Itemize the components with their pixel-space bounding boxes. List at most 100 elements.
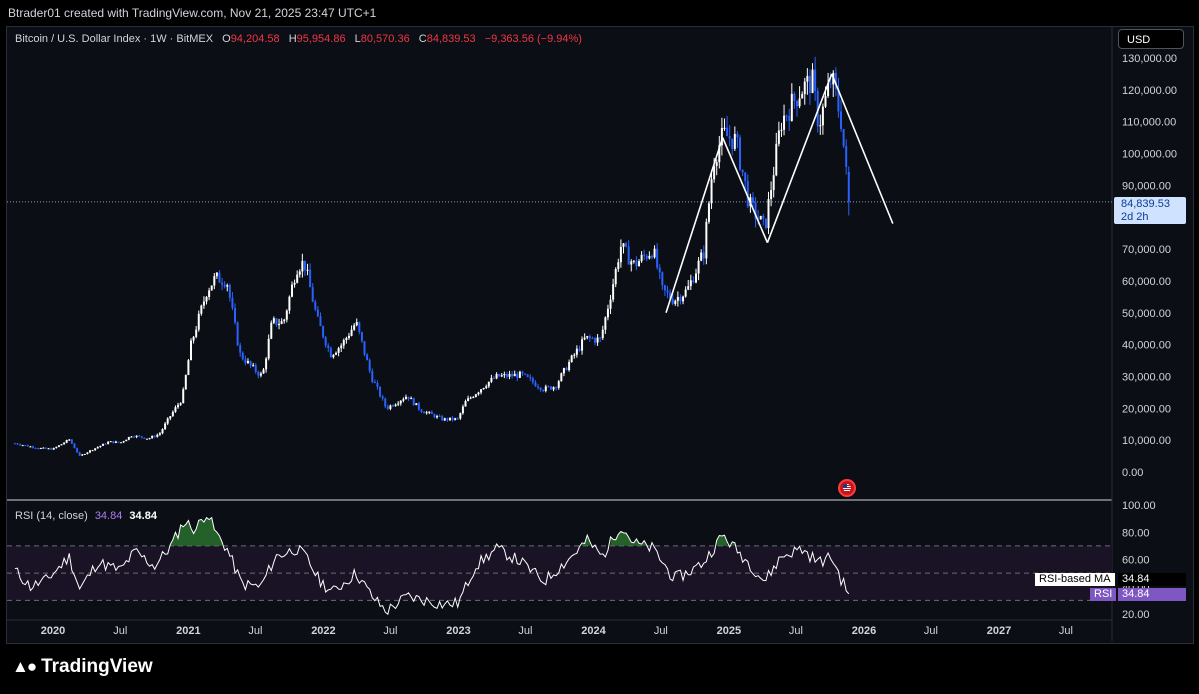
candle-body — [169, 416, 172, 419]
candle-body — [480, 389, 483, 393]
candle-body — [322, 326, 325, 338]
candle-body — [179, 403, 182, 405]
candle-body — [586, 336, 589, 338]
candle-body — [32, 446, 35, 448]
rsi-ma-tag-label: RSI-based MA — [1035, 573, 1115, 586]
candle-body — [145, 438, 148, 440]
candle-body — [790, 93, 793, 121]
candle-body — [650, 255, 653, 258]
candle-body — [446, 418, 449, 421]
candle-body — [114, 441, 117, 443]
candle-body — [674, 300, 677, 304]
candle-body — [770, 190, 773, 200]
candle-body — [661, 272, 664, 286]
candle-body — [448, 417, 451, 421]
candle-body — [759, 216, 762, 220]
price-axis-label: 0.00 — [1122, 467, 1143, 479]
candle-body — [280, 321, 283, 324]
candle-body — [521, 371, 524, 374]
price-axis-label: 90,000.00 — [1122, 180, 1171, 192]
candle-body — [534, 382, 537, 387]
candle-body — [314, 301, 317, 310]
candle-body — [682, 296, 685, 302]
candle-body — [806, 75, 809, 82]
candle-body — [148, 438, 151, 440]
candle-body — [177, 404, 180, 408]
candle-body — [151, 435, 154, 439]
candle-body — [306, 269, 309, 271]
candle-body — [96, 447, 99, 449]
candle-body — [656, 248, 659, 268]
us-flag-event-icon[interactable] — [838, 479, 856, 497]
candle-body — [76, 448, 79, 453]
candle-body — [736, 133, 739, 138]
candle-body — [91, 450, 94, 452]
candle-body — [47, 448, 50, 450]
currency-button[interactable]: USD — [1118, 29, 1184, 49]
candle-body — [689, 280, 692, 287]
candle-body — [549, 386, 552, 390]
candle-body — [373, 381, 376, 383]
price-axis-label: 50,000.00 — [1122, 308, 1171, 320]
candle-body — [780, 129, 783, 131]
candle-body — [513, 373, 516, 377]
candle-body — [801, 94, 804, 99]
candle-body — [182, 389, 185, 404]
candle-body — [112, 441, 115, 443]
candle-body — [630, 261, 633, 265]
candle-body — [70, 439, 73, 444]
candle-body — [751, 197, 754, 203]
candle-body — [138, 435, 141, 437]
candle-body — [539, 387, 542, 391]
candle-body — [410, 398, 413, 400]
time-axis-label: Jul — [789, 625, 803, 637]
candle-body — [156, 434, 159, 437]
candle-body — [197, 313, 200, 330]
candle-body — [347, 335, 350, 338]
candle-body — [327, 345, 330, 349]
candle-body — [60, 444, 63, 446]
candle-body — [275, 318, 278, 326]
candle-body — [622, 243, 625, 247]
candle-body — [767, 199, 770, 229]
candle-body — [578, 348, 581, 351]
price-axis-label: 60,000.00 — [1122, 276, 1171, 288]
candle-body — [288, 296, 291, 311]
candle-body — [337, 348, 340, 353]
candle-body — [728, 136, 731, 139]
candle-body — [205, 296, 208, 302]
candle-body — [397, 403, 400, 405]
candle-body — [200, 305, 203, 314]
time-axis-label: Jul — [924, 625, 938, 637]
candle-body — [821, 106, 824, 126]
candle-body — [490, 377, 493, 382]
candle-body — [560, 373, 563, 382]
candle-body — [254, 365, 257, 372]
candle-body — [847, 171, 850, 202]
time-axis-label: 2021 — [176, 625, 200, 637]
candle-body — [99, 445, 102, 448]
candle-body — [316, 309, 319, 317]
rsi-axis-label: 60.00 — [1122, 555, 1150, 567]
candle-body — [236, 322, 239, 346]
candle-body — [720, 128, 723, 146]
candle-body — [829, 83, 832, 85]
candle-body — [104, 443, 107, 445]
candle-body — [461, 406, 464, 414]
candle-body — [195, 329, 198, 337]
rsi-tag-value: 34.84 — [1118, 588, 1186, 601]
candle-body — [39, 447, 42, 449]
candle-body — [420, 409, 423, 413]
price-legend: Bitcoin / U.S. Dollar Index · 1W · BitME… — [15, 33, 582, 45]
time-axis-label: Jul — [518, 625, 532, 637]
candle-body — [202, 301, 205, 306]
candle-body — [718, 145, 721, 163]
candle-body — [63, 442, 66, 445]
candle-body — [570, 355, 573, 363]
symbol-label: Bitcoin / U.S. Dollar Index · 1W · BitME… — [15, 33, 214, 45]
candle-body — [246, 360, 249, 363]
candle-body — [518, 371, 521, 378]
time-axis-label: Jul — [113, 625, 127, 637]
candle-body — [635, 260, 638, 267]
